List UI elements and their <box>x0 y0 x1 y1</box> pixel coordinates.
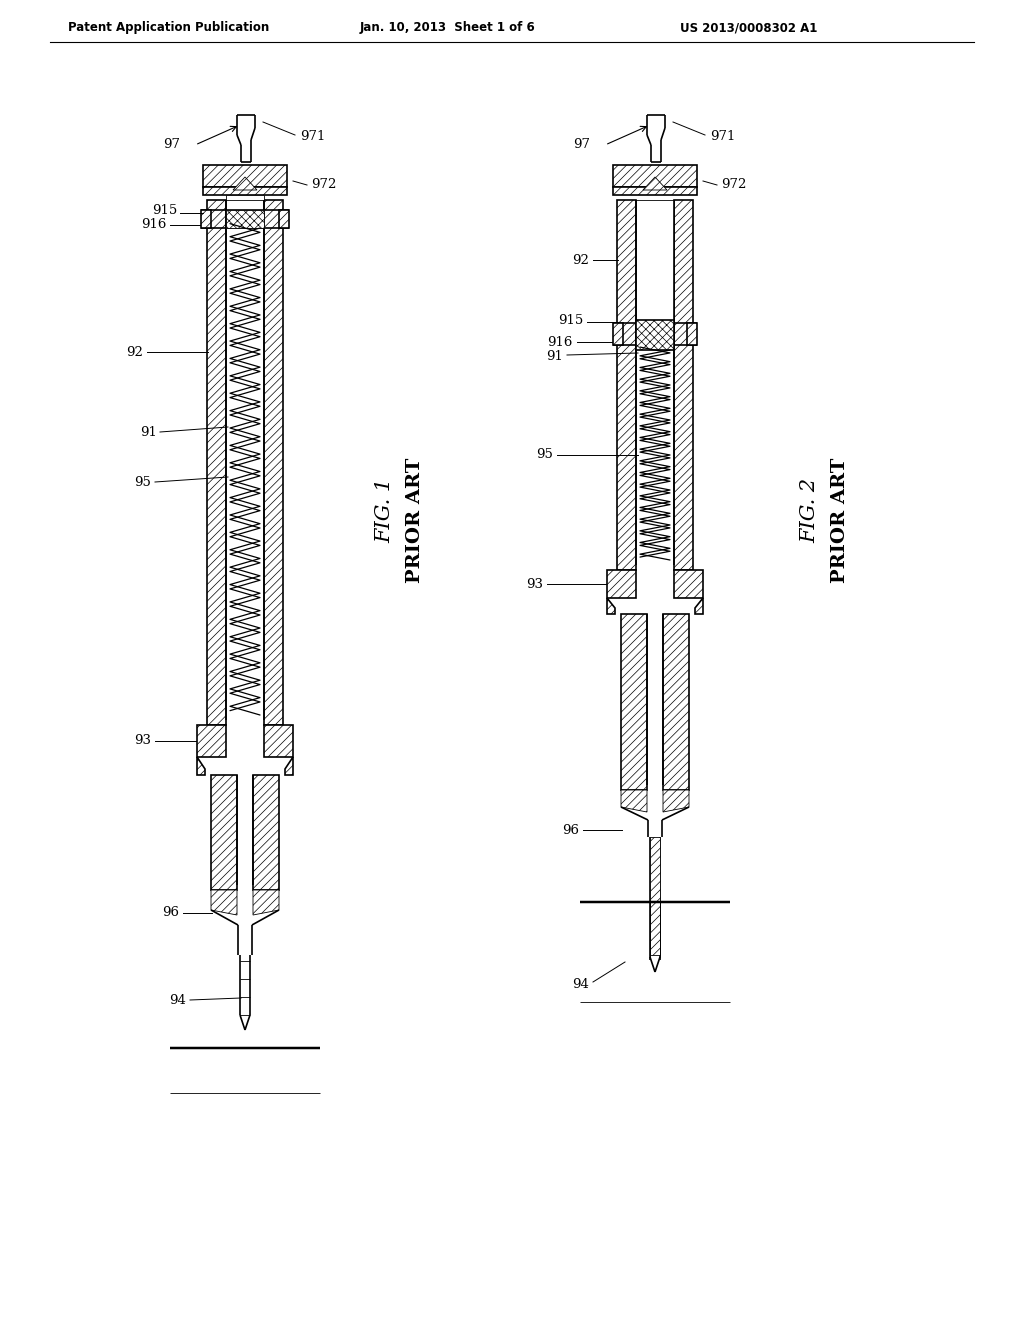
Bar <box>203 165 287 187</box>
Bar <box>264 201 283 725</box>
Bar <box>674 201 693 570</box>
Bar <box>203 187 287 195</box>
Bar <box>621 614 647 789</box>
Text: 972: 972 <box>721 178 746 191</box>
Polygon shape <box>621 789 647 812</box>
Polygon shape <box>695 598 703 614</box>
Text: 915: 915 <box>152 205 177 218</box>
Text: 916: 916 <box>548 335 573 348</box>
Text: US 2013/0008302 A1: US 2013/0008302 A1 <box>680 21 817 34</box>
Bar <box>170 1048 319 1093</box>
Bar <box>197 725 226 756</box>
Bar <box>663 614 689 789</box>
Polygon shape <box>211 890 237 915</box>
Text: Jan. 10, 2013  Sheet 1 of 6: Jan. 10, 2013 Sheet 1 of 6 <box>360 21 536 34</box>
Text: 971: 971 <box>300 131 326 144</box>
Bar <box>617 201 636 570</box>
Text: 91: 91 <box>546 350 563 363</box>
Text: 97: 97 <box>163 139 180 152</box>
Polygon shape <box>285 756 293 775</box>
Text: 915: 915 <box>558 314 583 326</box>
Bar <box>650 902 660 968</box>
Bar <box>207 201 226 725</box>
Polygon shape <box>233 177 257 190</box>
Polygon shape <box>607 598 615 614</box>
Bar <box>253 775 279 890</box>
Text: 94: 94 <box>169 994 186 1007</box>
Text: FIG. 1: FIG. 1 <box>376 478 394 543</box>
Text: 95: 95 <box>537 449 553 462</box>
Bar <box>607 570 636 598</box>
Bar <box>613 323 623 345</box>
Text: PRIOR ART: PRIOR ART <box>406 457 424 582</box>
Bar <box>211 775 237 890</box>
Bar <box>580 902 730 1002</box>
Text: 93: 93 <box>526 578 543 590</box>
Text: 94: 94 <box>572 978 589 990</box>
Text: 92: 92 <box>126 346 143 359</box>
Text: 971: 971 <box>710 131 735 144</box>
Text: FIG. 2: FIG. 2 <box>801 478 819 543</box>
Polygon shape <box>253 890 279 915</box>
Text: 92: 92 <box>572 253 589 267</box>
Text: 916: 916 <box>141 219 167 231</box>
Text: 93: 93 <box>134 734 151 747</box>
Polygon shape <box>663 789 689 812</box>
Bar <box>226 195 264 201</box>
Bar <box>613 165 697 187</box>
Bar <box>636 201 674 319</box>
Text: 91: 91 <box>140 426 157 440</box>
Bar <box>650 837 660 954</box>
Text: 972: 972 <box>311 178 336 191</box>
Text: 97: 97 <box>573 139 590 152</box>
Bar <box>613 187 697 195</box>
Bar <box>226 210 264 228</box>
Text: 95: 95 <box>134 477 151 490</box>
Polygon shape <box>197 756 205 775</box>
Bar <box>636 319 674 350</box>
Bar <box>674 570 703 598</box>
Text: 96: 96 <box>162 907 179 920</box>
Text: PRIOR ART: PRIOR ART <box>831 457 849 582</box>
Polygon shape <box>643 177 667 190</box>
Bar <box>201 210 211 228</box>
Bar <box>264 725 293 756</box>
Bar <box>279 210 289 228</box>
Text: Patent Application Publication: Patent Application Publication <box>68 21 269 34</box>
Text: 96: 96 <box>562 824 579 837</box>
Bar <box>687 323 697 345</box>
